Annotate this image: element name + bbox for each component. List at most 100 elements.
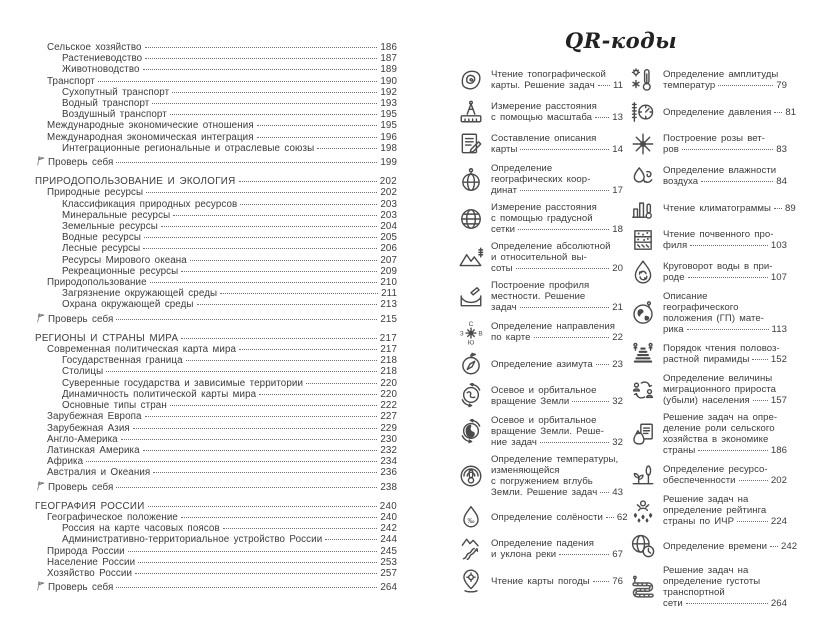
dot-leader xyxy=(120,438,378,440)
toc-entry-label: Латинская Америка xyxy=(47,444,140,456)
dot-leader xyxy=(196,304,378,306)
toc-entry-page: 234 xyxy=(380,456,397,468)
qr-entry-text: Определение амплитуды температур 79 xyxy=(663,69,787,91)
toc-entry: Транспорт 190 xyxy=(35,76,397,87)
toc-entry-page: 230 xyxy=(380,433,397,445)
toc-entry-page: 245 xyxy=(380,545,397,557)
dot-leader xyxy=(774,111,783,113)
toc-entry: Зарубежная Азия 229 xyxy=(35,423,397,434)
qr-entry-text: Описание географического положения (ГП) м… xyxy=(663,291,787,335)
toc-entry-label: Административно-территориальное устройст… xyxy=(62,534,323,546)
qr-entry-page: 224 xyxy=(770,516,787,527)
qr-entry-text: Определение географических коор-динат 17 xyxy=(491,163,623,196)
check-flag-icon xyxy=(35,311,48,325)
dot-leader xyxy=(169,114,378,116)
qr-entry-page: 157 xyxy=(770,395,787,406)
dot-leader xyxy=(106,371,378,373)
dot-leader xyxy=(752,400,768,401)
toc-entry: Население России 253 xyxy=(35,557,397,568)
toc-entry-page: 187 xyxy=(380,53,397,65)
dot-leader xyxy=(737,521,768,522)
toc-entry-page: 202 xyxy=(380,187,397,199)
water-cycle-icon xyxy=(627,259,659,285)
toc-entry-page: 195 xyxy=(380,120,397,132)
toc-entry: Латинская Америка 232 xyxy=(35,445,397,456)
qr-entry: Измерение расстояния с помощью градусной с… xyxy=(455,202,623,235)
hdi-rating-icon xyxy=(627,498,659,524)
toc-entry: Интеграционные региональные и отраслевые… xyxy=(35,143,397,154)
toc-entry: Англо-Америка 230 xyxy=(35,434,397,445)
dot-leader xyxy=(135,572,378,574)
check-flag-icon xyxy=(35,579,48,593)
qr-entry: Чтение топографической карты. Решение зад… xyxy=(455,67,623,93)
toc-entry-label: ГЕОГРАФИЯ РОССИИ xyxy=(35,500,145,512)
qr-entry-text: Определение времени 242 xyxy=(663,540,798,552)
qr-entry: Чтение климатограммы 89 xyxy=(627,195,796,221)
toc-entry-label: Суверенные государства и зависимые терри… xyxy=(62,377,304,389)
compass-rose-icon xyxy=(455,319,487,345)
qr-entry-text: Чтение топографической карты. Решение зад… xyxy=(491,69,623,91)
toc-entry-page: 218 xyxy=(380,355,397,367)
qr-entry-text: Определение падения и уклона реки 67 xyxy=(491,538,623,560)
toc-entry: Географическое положение 240 xyxy=(35,512,397,523)
dot-leader xyxy=(144,416,378,418)
dot-leader xyxy=(144,47,378,48)
dot-leader xyxy=(317,147,378,149)
toc-entry: Водный транспорт 193 xyxy=(35,98,397,109)
toc-entry-page: 195 xyxy=(380,109,397,121)
toc-entry: Лесные ресурсы 206 xyxy=(35,243,397,254)
toc-entry-label: Динамичность политической карты мира xyxy=(62,388,257,400)
dot-leader xyxy=(181,337,377,339)
toc-entry-page: 204 xyxy=(380,221,397,233)
dot-leader xyxy=(86,461,378,463)
qr-entry: Круговорот воды в при-роде 107 xyxy=(627,259,787,285)
qr-entry-page: 21 xyxy=(612,302,623,313)
continent-location-icon xyxy=(627,300,659,326)
toc-entry-label: Земельные ресурсы xyxy=(62,221,158,233)
toc-entry-label: Охрана окружающей среды xyxy=(62,299,194,311)
qr-entry-text: Определение давления 81 xyxy=(663,106,797,118)
qr-list-left: Чтение топографической карты. Решение зад… xyxy=(455,67,628,615)
toc-entry-label: Воздушный транспорт xyxy=(62,109,167,121)
toc-entry: ПРИРОДОПОЛЬЗОВАНИЕ И ЭКОЛОГИЯ 202 xyxy=(35,176,397,187)
qr-entry-text: Осевое и орбитальное вращение Земли 32 xyxy=(491,385,623,407)
toc-entry: Проверь себя 215 xyxy=(35,311,397,325)
toc-entry: Земельные ресурсы 204 xyxy=(35,221,397,232)
toc-entry-page: 196 xyxy=(380,131,397,143)
toc-entry: Минеральные ресурсы 203 xyxy=(35,210,397,221)
toc-entry-page: 209 xyxy=(380,265,397,277)
wind-rose-icon xyxy=(627,131,659,157)
dot-leader xyxy=(142,449,378,451)
qr-page: QR-коды Чтение топографической карты. Реш… xyxy=(455,28,797,615)
transport-density-icon xyxy=(627,574,659,600)
qr-entry: Определение направления по карте 22 xyxy=(455,319,623,345)
qr-entry-text: Составление описания карты 14 xyxy=(491,133,623,155)
toc-entry-label: Минеральные ресурсы xyxy=(62,209,171,221)
toc-entry: Природные ресурсы 202 xyxy=(35,187,397,198)
agriculture-economy-icon xyxy=(627,421,659,447)
qr-entry-text: Измерение расстояния с помощью масштаба 13 xyxy=(491,101,623,123)
toc-entry-label: Ресурсы Мирового океана xyxy=(62,254,187,266)
toc-entry-label: Африка xyxy=(47,456,84,468)
toc-entry-page: 192 xyxy=(380,86,397,98)
toc-entry-label: Интеграционные региональные и отраслевые… xyxy=(62,142,315,154)
qr-entry-text: Построение профиля местности. Решение зада… xyxy=(491,280,623,313)
toc-entry-label: Австралия и Океания xyxy=(47,467,151,479)
toc-entry: Загрязнение окружающей среды 211 xyxy=(35,288,397,299)
toc-entry-page: 198 xyxy=(380,142,397,154)
qr-entry-page: 113 xyxy=(771,324,787,335)
map-description-icon xyxy=(455,131,487,157)
terrain-profile-icon xyxy=(455,284,487,310)
soil-profile-icon xyxy=(627,227,659,253)
toc-entry-page: 190 xyxy=(380,75,397,87)
earth-temperature-icon xyxy=(455,463,487,489)
qr-entry-page: 18 xyxy=(612,224,623,235)
graticule-distance-icon xyxy=(455,206,487,232)
toc-entry-page: 257 xyxy=(380,567,397,579)
qr-entry-text: Чтение климатограммы 89 xyxy=(663,202,796,214)
dot-leader xyxy=(533,337,610,338)
page-title: QR-коды xyxy=(564,28,678,53)
dot-leader xyxy=(539,442,610,443)
dot-leader xyxy=(600,492,610,493)
toc-entry-page: 215 xyxy=(380,313,397,325)
